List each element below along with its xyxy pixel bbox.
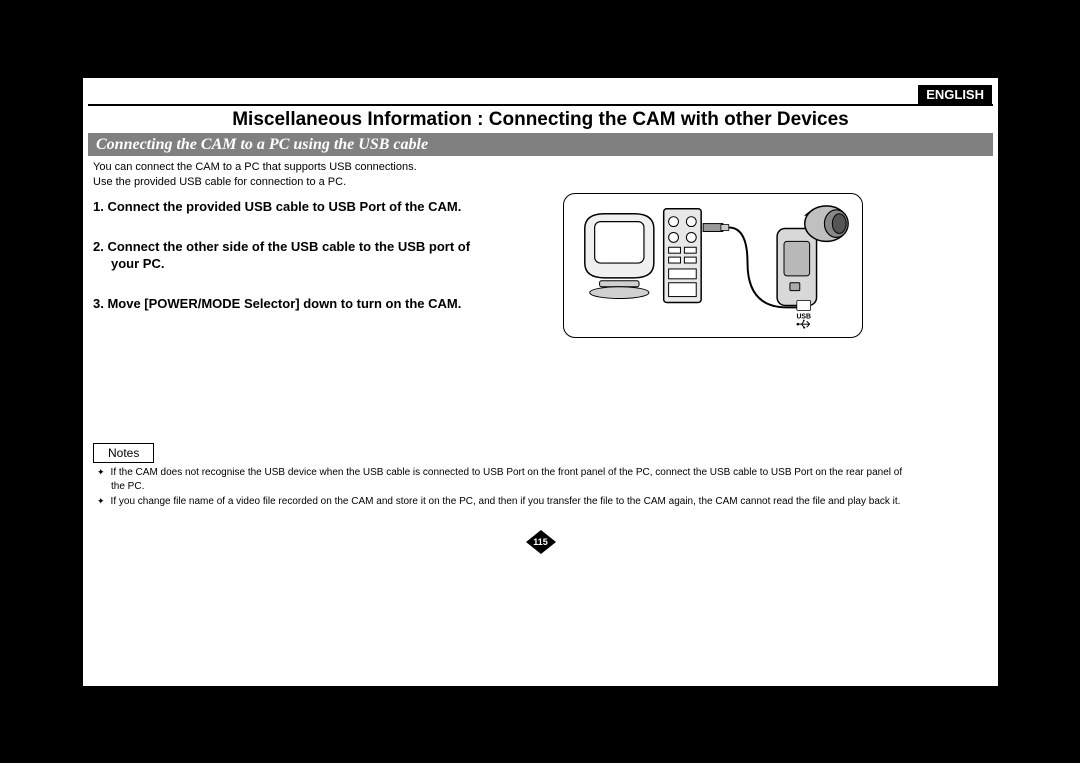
usb-port-label: USB bbox=[796, 313, 811, 320]
intro-line-2: Use the provided USB cable for connectio… bbox=[93, 175, 417, 190]
section-subheader-bar: Connecting the CAM to a PC using the USB… bbox=[88, 133, 993, 156]
header-rule bbox=[88, 104, 993, 106]
note-1: If the CAM does not recognise the USB de… bbox=[97, 466, 918, 493]
page-number: 115 bbox=[526, 537, 556, 547]
intro-text: You can connect the CAM to a PC that sup… bbox=[93, 160, 417, 190]
step-3: 3. Move [POWER/MODE Selector] down to tu… bbox=[93, 295, 493, 313]
note-2: If you change file name of a video file … bbox=[97, 495, 918, 509]
pc-port-panel-icon bbox=[664, 209, 701, 303]
manual-page: ENGLISH Miscellaneous Information : Conn… bbox=[83, 78, 998, 686]
pc-monitor-icon bbox=[585, 214, 654, 299]
page-number-badge: 115 bbox=[526, 530, 556, 554]
connection-diagram: USB bbox=[563, 193, 863, 338]
language-badge: ENGLISH bbox=[918, 85, 992, 104]
camcorder-icon: USB bbox=[777, 206, 848, 329]
diagram-svg: USB bbox=[564, 194, 862, 337]
step-2: 2. Connect the other side of the USB cab… bbox=[93, 238, 493, 273]
notes-list: If the CAM does not recognise the USB de… bbox=[97, 466, 918, 511]
instruction-steps: 1. Connect the provided USB cable to USB… bbox=[93, 198, 493, 334]
page-title: Miscellaneous Information : Connecting t… bbox=[88, 109, 993, 131]
notes-heading: Notes bbox=[93, 443, 154, 463]
section-subheader-text: Connecting the CAM to a PC using the USB… bbox=[96, 136, 428, 154]
intro-line-1: You can connect the CAM to a PC that sup… bbox=[93, 160, 417, 175]
step-1: 1. Connect the provided USB cable to USB… bbox=[93, 198, 493, 216]
